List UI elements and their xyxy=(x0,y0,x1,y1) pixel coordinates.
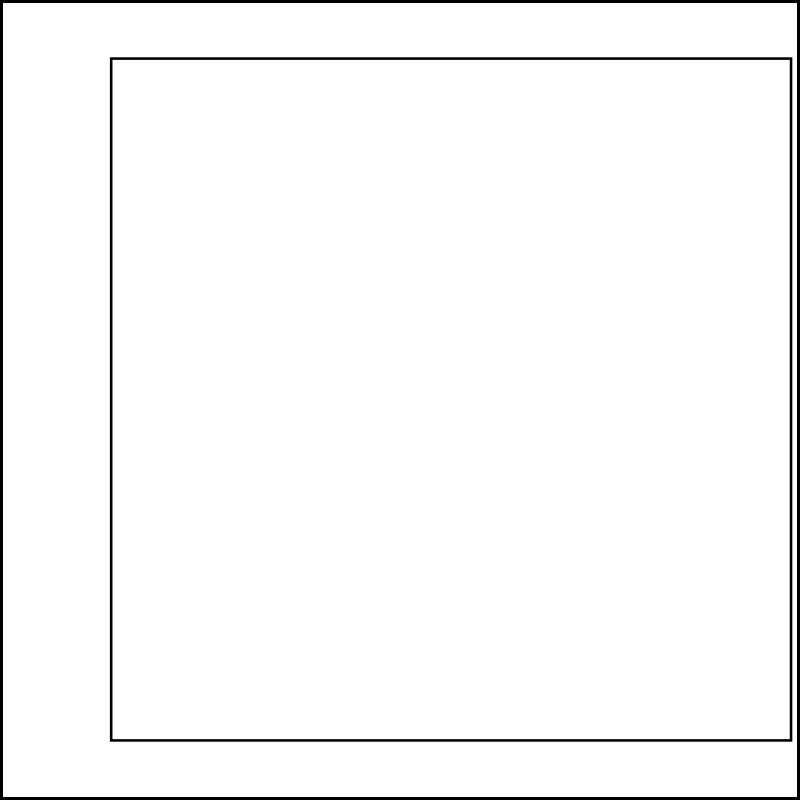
polar-chart-svg xyxy=(109,57,793,742)
plot-border xyxy=(109,57,793,742)
